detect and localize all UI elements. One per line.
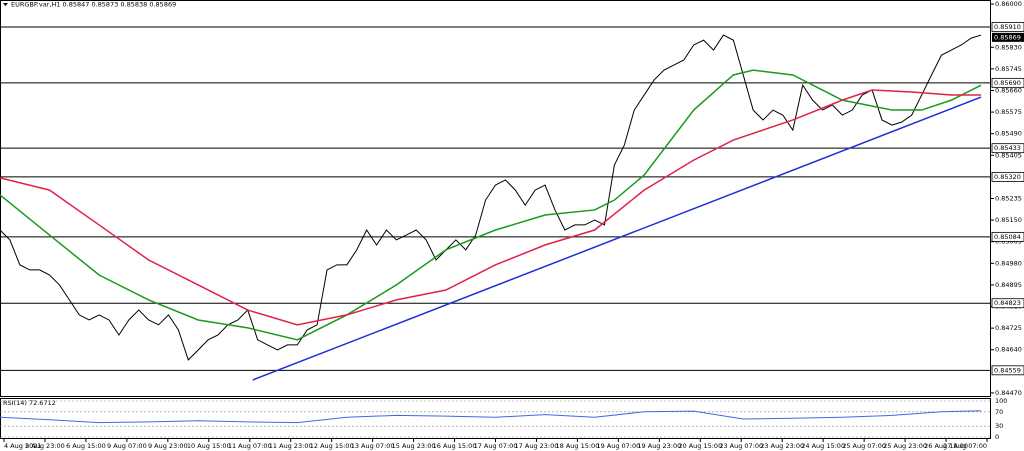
x-tick-label: 6 Aug 15:00 xyxy=(66,442,106,450)
price-line xyxy=(0,34,982,361)
y-tick-label: 0.85830 xyxy=(995,43,1022,51)
x-tick-label: 15 Aug 23:00 xyxy=(392,442,436,450)
x-tick-label: 4 Aug 2021 xyxy=(4,442,42,450)
x-tick-label: 20 Aug 15:00 xyxy=(678,442,722,450)
level-label: 0.85084 xyxy=(994,233,1021,241)
x-tick-label: 17 Aug 23:00 xyxy=(515,442,559,450)
x-tick-label: 25 Aug 23:00 xyxy=(883,442,927,450)
x-tick-label: 10 Aug 15:00 xyxy=(187,442,231,450)
level-label-box xyxy=(991,171,1024,182)
level-label: 0.85320 xyxy=(994,173,1021,181)
price-line xyxy=(252,96,982,381)
y-tick-label: 0.86000 xyxy=(995,0,1022,8)
price-line xyxy=(0,89,982,326)
level-label-box xyxy=(991,231,1024,242)
price-line xyxy=(0,69,982,341)
x-tick-label: 24 Aug 15:00 xyxy=(801,442,845,450)
rsi-title: RSI(14) 72.6712 xyxy=(3,399,56,407)
y-tick-label: 0.84725 xyxy=(995,324,1022,332)
y-tick-label: 0.84470 xyxy=(995,389,1022,397)
x-tick-label: 11 Aug 07:00 xyxy=(228,442,272,450)
x-tick-label: 9 Aug 23:00 xyxy=(148,442,188,450)
x-tick-label: 19 Aug 23:00 xyxy=(637,442,681,450)
x-tick-label: 27 Aug 07:00 xyxy=(943,442,987,450)
level-label-box xyxy=(991,77,1024,88)
main-frame xyxy=(0,0,991,397)
y-tick-label: 0.85405 xyxy=(995,151,1022,159)
x-tick-label: 19 Aug 07:00 xyxy=(596,442,640,450)
y-tick-label: 0.84980 xyxy=(995,259,1022,267)
x-tick-label: 5 Aug 23:00 xyxy=(25,442,65,450)
rsi-line xyxy=(0,410,982,424)
x-tick-label: 26 Aug 15:00 xyxy=(924,442,968,450)
level-label: 0.85910 xyxy=(994,23,1021,31)
level-label-box xyxy=(991,143,1024,154)
level-label: 0.84823 xyxy=(994,299,1021,307)
x-tick-label: 23 Aug 07:00 xyxy=(719,442,763,450)
y-tick-label: 0.85235 xyxy=(995,195,1022,203)
y-tick-label: 0.85150 xyxy=(995,216,1022,224)
x-tick-label: 13 Aug 07:00 xyxy=(351,442,395,450)
level-label-box xyxy=(991,22,1024,32)
x-tick-label: 17 Aug 07:00 xyxy=(474,442,518,450)
level-label: 0.84559 xyxy=(994,366,1021,374)
rsi-frame xyxy=(0,398,991,439)
y-tick-label: 0.85575 xyxy=(995,108,1022,116)
x-tick-label: 23 Aug 23:00 xyxy=(760,442,804,450)
last-price-label: 0.85869 xyxy=(994,33,1021,41)
x-tick-label: 9 Aug 07:00 xyxy=(107,442,147,450)
rsi-tick-label: 30 xyxy=(995,422,1003,430)
x-tick-label: 18 Aug 15:00 xyxy=(556,442,600,450)
level-label-box xyxy=(991,365,1024,376)
rsi-tick-label: 70 xyxy=(995,408,1003,416)
x-tick-label: 12 Aug 15:00 xyxy=(310,442,354,450)
chart-title: EURGBP.var,H1 0.85847 0.85873 0.85838 0.… xyxy=(11,1,176,9)
level-label: 0.85690 xyxy=(994,79,1021,87)
rsi-tick-label: 100 xyxy=(995,397,1007,405)
x-tick-label: 25 Aug 07:00 xyxy=(842,442,886,450)
y-tick-label: 0.85490 xyxy=(995,130,1022,138)
y-tick-label: 0.84895 xyxy=(995,281,1022,289)
rsi-tick-label: 0 xyxy=(995,433,999,441)
y-tick-label: 0.85745 xyxy=(995,65,1022,73)
y-tick-label: 0.85660 xyxy=(995,86,1022,94)
menu-arrow xyxy=(3,3,8,6)
level-label-box xyxy=(991,298,1024,309)
x-tick-label: 11 Aug 23:00 xyxy=(269,442,313,450)
x-tick-label: 16 Aug 15:00 xyxy=(433,442,477,450)
level-label: 0.85433 xyxy=(994,144,1021,152)
y-tick-label: 0.84640 xyxy=(995,346,1022,354)
last-price-box xyxy=(992,32,1024,42)
